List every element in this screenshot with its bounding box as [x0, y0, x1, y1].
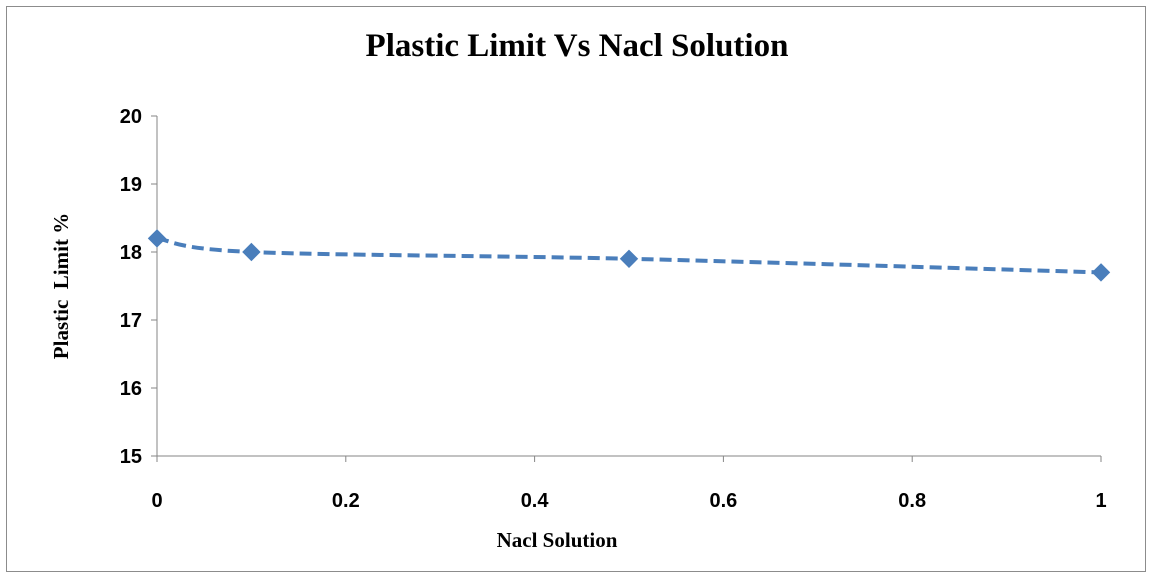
x-tick-label: 0.2 [332, 490, 360, 512]
x-tick-label: 1 [1095, 490, 1106, 512]
series-line [156, 236, 1102, 275]
x-axis-title: Nacl Solution [496, 528, 618, 552]
x-tick-label: 0.4 [521, 490, 550, 512]
y-tick-label: 17 [120, 310, 142, 332]
y-tick-label: 20 [120, 106, 142, 128]
y-tick-label: 19 [120, 174, 142, 196]
x-tick-label: 0.8 [898, 490, 926, 512]
data-point-marker [242, 242, 261, 262]
chart-frame [6, 6, 1146, 572]
y-tick-label: 16 [120, 378, 142, 400]
chart-title: Plastic Limit Vs Nacl Solution [365, 28, 789, 64]
y-tick-label: 15 [120, 446, 142, 468]
x-tick-label: 0.6 [709, 490, 737, 512]
data-point-marker [619, 249, 639, 269]
data-point-marker [147, 229, 167, 248]
y-tick-label: 18 [120, 242, 142, 264]
data-point-marker [1091, 263, 1111, 282]
x-tick-label: 0 [151, 490, 162, 512]
